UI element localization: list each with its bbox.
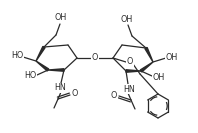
Text: OH: OH	[55, 14, 67, 22]
Polygon shape	[140, 62, 153, 72]
Polygon shape	[145, 47, 153, 62]
Text: OH: OH	[166, 53, 178, 61]
Text: O: O	[72, 90, 78, 99]
Text: OH: OH	[153, 72, 165, 82]
Text: O: O	[127, 57, 133, 66]
Polygon shape	[36, 46, 45, 61]
Text: HO: HO	[11, 51, 23, 61]
Polygon shape	[36, 61, 49, 71]
Text: O: O	[111, 90, 117, 99]
Text: HN: HN	[123, 84, 135, 93]
Text: HN: HN	[54, 84, 66, 92]
Text: HO: HO	[24, 72, 36, 80]
Polygon shape	[126, 70, 141, 72]
Text: OH: OH	[121, 14, 133, 24]
Text: O: O	[92, 53, 98, 63]
Polygon shape	[48, 69, 64, 71]
